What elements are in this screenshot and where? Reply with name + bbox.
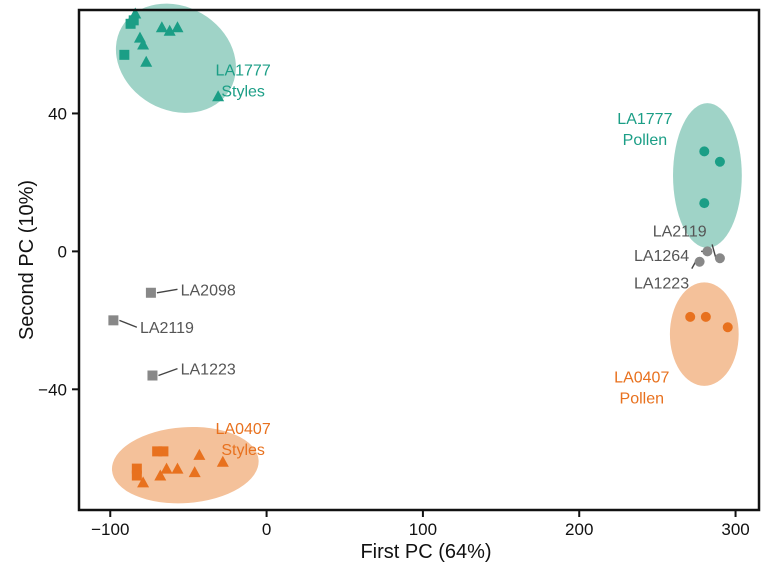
x-axis-label: First PC (64%) <box>360 541 491 563</box>
y-tick-label: 0 <box>58 242 67 261</box>
accession-label: LA2119 <box>653 224 707 241</box>
la1777-styles-point-triangle <box>163 24 176 36</box>
la0407-styles-point-triangle <box>137 476 150 488</box>
la1777-styles-point-triangle <box>137 38 150 50</box>
la1777-styles-point-triangle <box>212 90 225 102</box>
x-tick-label: −100 <box>91 520 129 539</box>
accession-point-square <box>147 370 158 381</box>
la0407-styles-point-triangle <box>160 462 173 474</box>
la0407-styles-point-triangle <box>154 469 167 481</box>
leader-line <box>158 367 178 377</box>
la1777-styles-point-square <box>119 49 130 60</box>
ellipses-layer <box>111 3 742 504</box>
la0407-styles-point-square <box>131 463 142 474</box>
la0407-pollen-label: LA0407 Pollen <box>614 369 669 407</box>
la0407-styles-ellipse <box>111 426 259 504</box>
accession-label: LA2098 <box>181 282 236 299</box>
la1777-styles-point-triangle <box>140 55 153 67</box>
la1777-styles-label: LA1777 Styles <box>216 63 271 101</box>
x-tick-label: 100 <box>409 520 437 539</box>
la0407-styles-point-triangle <box>193 448 206 460</box>
points-layer <box>108 7 733 488</box>
plot-frame <box>77 8 761 512</box>
la1777-styles-ellipse <box>115 3 236 113</box>
y-tick-label: −40 <box>38 380 67 399</box>
la1777-pollen-point-circle <box>699 198 710 209</box>
la1777-styles-label-line: Styles <box>221 84 265 101</box>
la0407-styles-point-square <box>158 446 169 457</box>
x-ticks: −100 0 100 200 300 <box>91 510 750 539</box>
accession-label: LA1223 <box>634 275 689 292</box>
y-tick-label: 40 <box>48 104 67 123</box>
accession-point-circle <box>714 253 725 264</box>
leader-line <box>711 244 717 259</box>
x-tick-label: 0 <box>262 520 271 539</box>
accession-point-circle <box>702 246 713 257</box>
accession-point-circle <box>694 256 705 267</box>
la0407-styles-point-triangle <box>216 455 229 467</box>
la0407-pollen-point-circle <box>722 322 733 333</box>
la1777-pollen-label-line: LA1777 <box>617 111 672 128</box>
accession-point-square <box>108 315 119 326</box>
la1777-styles-point-triangle <box>155 21 168 33</box>
la1777-pollen-point-circle <box>699 146 710 157</box>
la1777-pollen-label: LA1777 Pollen <box>617 111 672 149</box>
accession-label: LA1264 <box>634 248 689 265</box>
la1777-styles-point-square <box>125 18 136 29</box>
la0407-pollen-label-line: Pollen <box>620 390 664 407</box>
la0407-styles-point-triangle <box>188 466 201 478</box>
la0407-styles-label-line: LA0407 <box>216 421 271 438</box>
y-axis-label: Second PC (10%) <box>16 180 38 340</box>
la0407-styles-point-square <box>131 470 142 481</box>
leader-line <box>119 319 138 328</box>
la1777-pollen-label-line: Pollen <box>623 132 667 149</box>
la1777-styles-point-triangle <box>171 21 184 33</box>
leader-lines-layer <box>119 244 717 377</box>
la0407-styles-point-triangle <box>171 462 184 474</box>
x-tick-label: 200 <box>565 520 593 539</box>
la0407-pollen-ellipse <box>669 282 739 386</box>
la1777-pollen-ellipse <box>673 103 742 248</box>
accession-label: LA1223 <box>181 362 236 379</box>
la1777-pollen-point-circle <box>714 156 725 167</box>
la0407-styles-label-line: Styles <box>221 442 265 459</box>
la0407-pollen-label-line: LA0407 <box>614 369 669 386</box>
leader-line <box>156 288 178 294</box>
x-tick-label: 300 <box>721 520 749 539</box>
y-ticks: −40 0 40 <box>38 104 79 399</box>
accession-point-square <box>145 287 156 298</box>
la0407-styles-label: LA0407 Styles <box>216 421 271 459</box>
la0407-pollen-point-circle <box>685 311 696 322</box>
accession-label: LA2119 <box>140 320 194 337</box>
la0407-pollen-point-circle <box>700 311 711 322</box>
la0407-styles-point-square <box>152 446 163 457</box>
la1777-styles-label-line: LA1777 <box>216 63 271 80</box>
